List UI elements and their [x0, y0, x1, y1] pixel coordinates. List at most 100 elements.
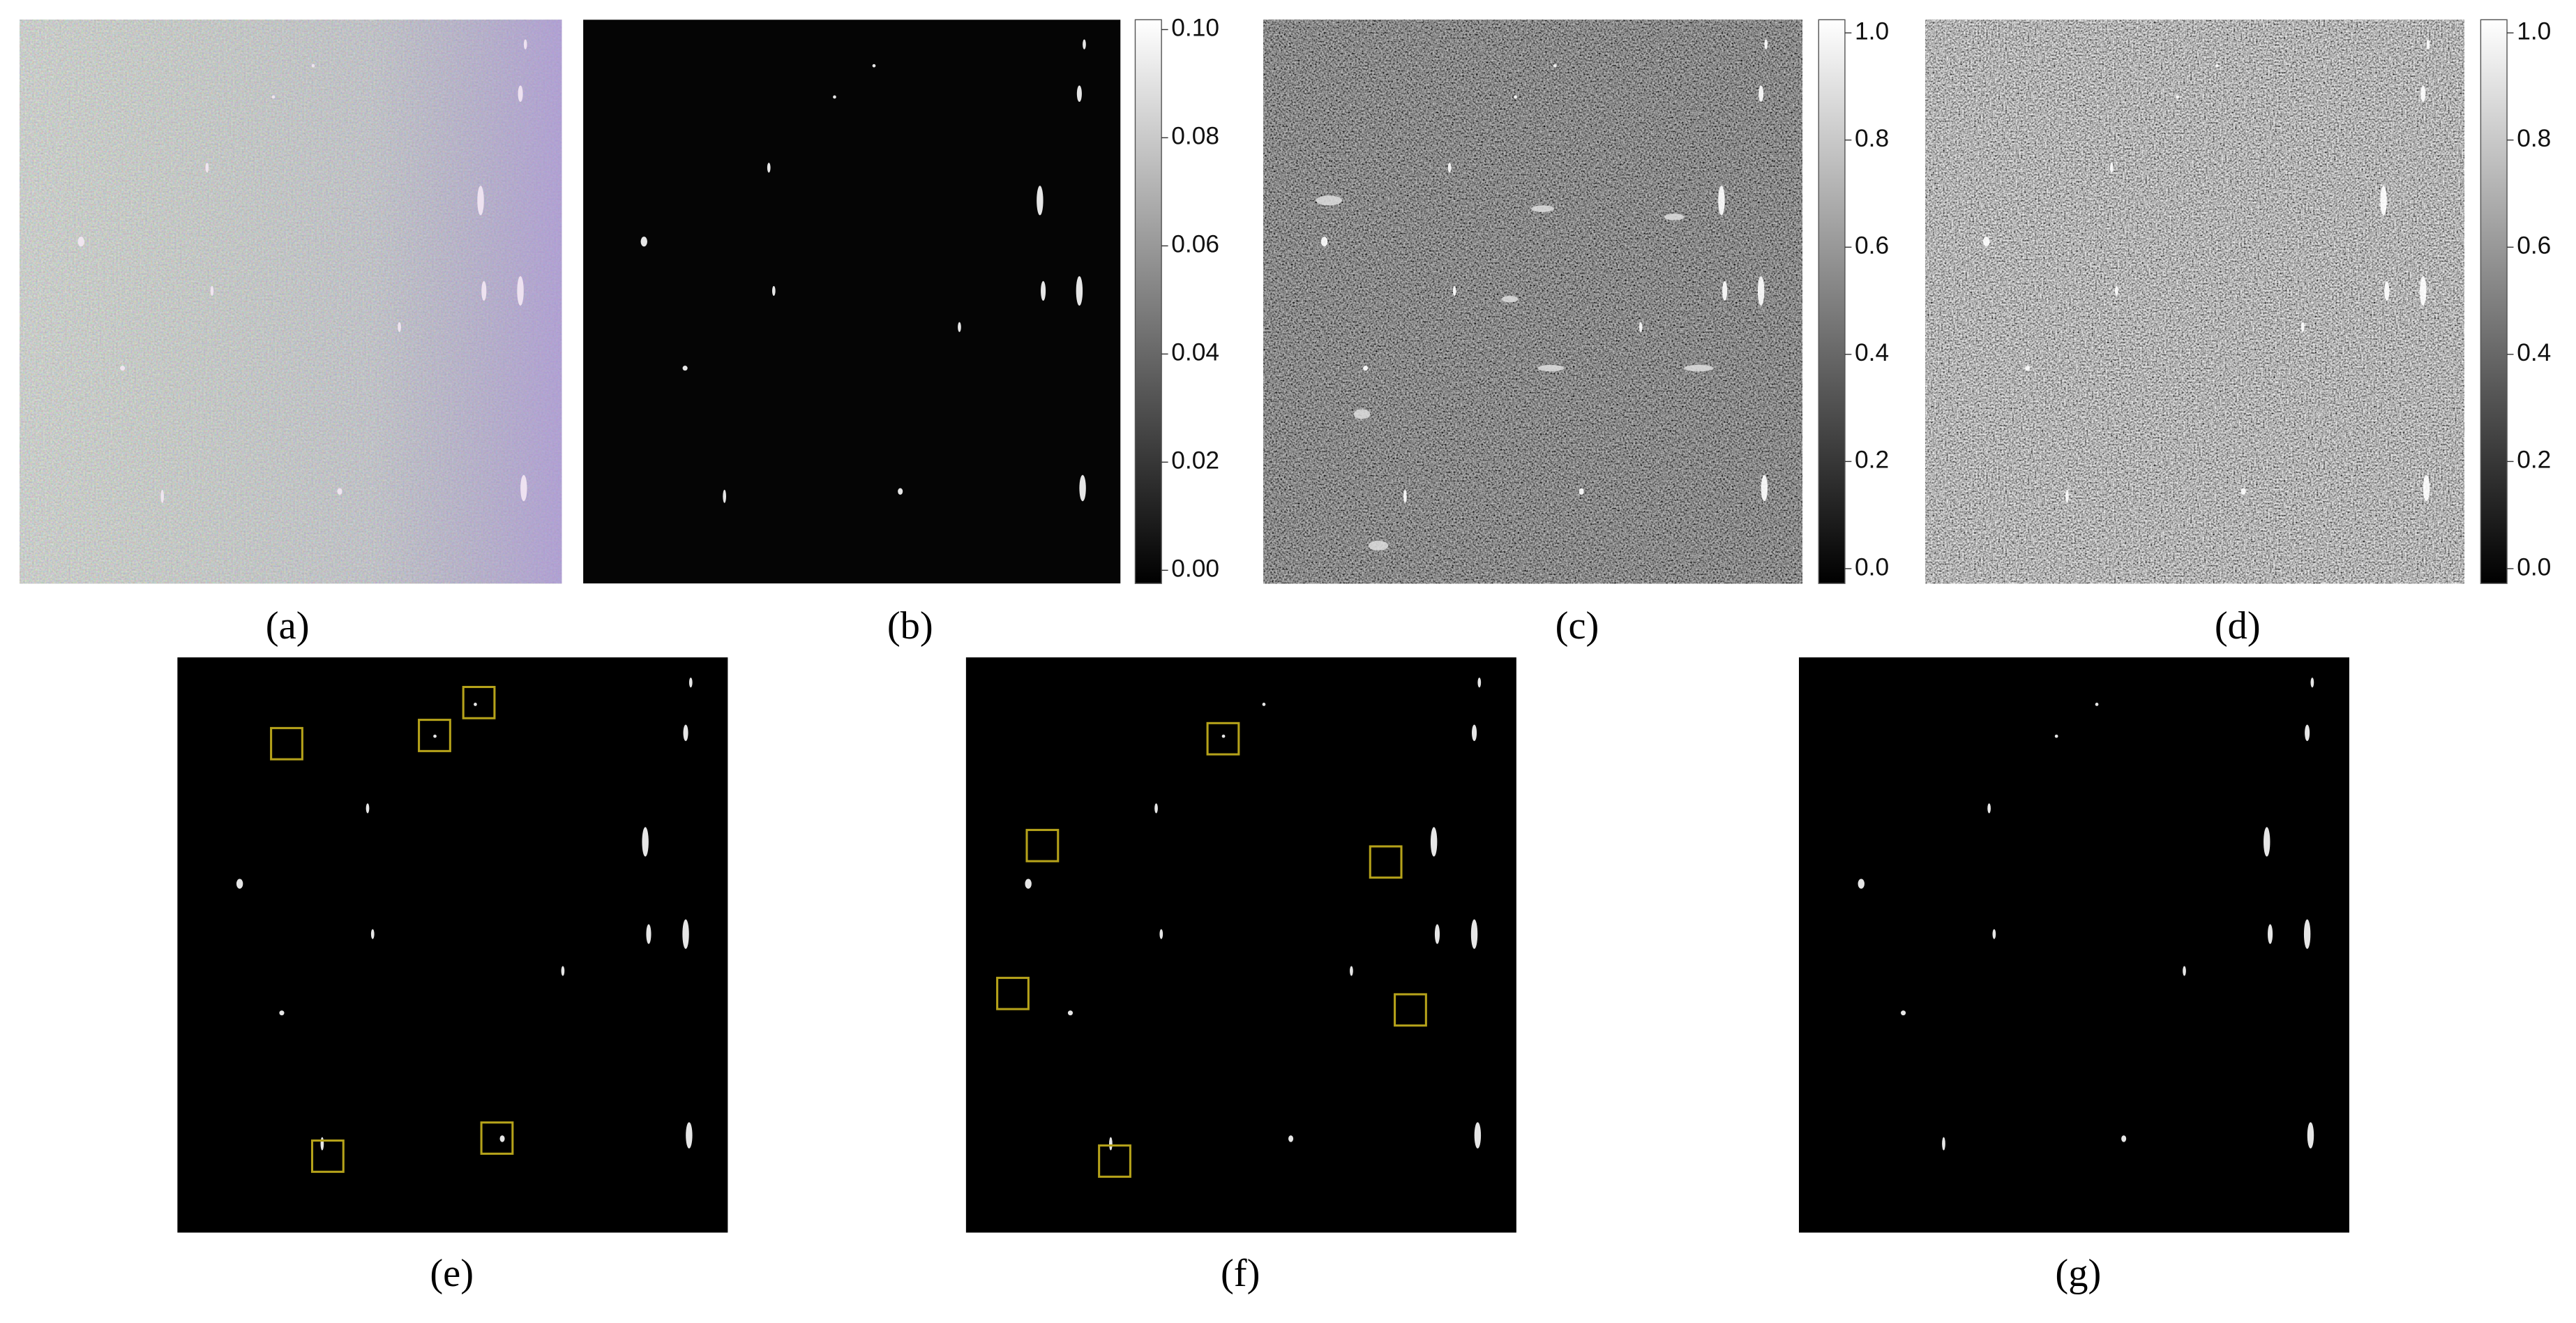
- target: [646, 924, 651, 944]
- target: [958, 322, 961, 332]
- target: [1901, 1010, 1906, 1016]
- target: [523, 39, 527, 50]
- target: [366, 803, 370, 814]
- target: [160, 489, 165, 503]
- panel-label: (g): [2055, 1252, 2101, 1295]
- box: [996, 976, 1030, 1010]
- target: [1037, 186, 1044, 216]
- detection-boxes: [270, 685, 1427, 1178]
- target: [1363, 366, 1369, 371]
- image-f: [965, 657, 1516, 1233]
- target: [120, 366, 126, 371]
- image-b: [583, 20, 1121, 584]
- target: [1758, 85, 1764, 103]
- target: [1639, 322, 1643, 332]
- colorbar-tick-label: 0.0: [1855, 553, 1889, 581]
- target: [1983, 237, 1990, 247]
- colorbar-tick-label: 0.4: [2517, 339, 2551, 366]
- target: [2054, 734, 2058, 738]
- target: [682, 366, 688, 371]
- target: [320, 1137, 324, 1151]
- target: [2215, 63, 2219, 68]
- target: [2121, 1135, 2127, 1142]
- target: [517, 276, 524, 306]
- target: [1076, 276, 1083, 306]
- colorbar-tick-label: 0.0: [2517, 553, 2551, 581]
- colorbar-tick-label: 0.08: [1171, 123, 1219, 150]
- target: [1316, 195, 1343, 206]
- panel-label: (b): [887, 604, 933, 648]
- target: [279, 1010, 285, 1016]
- target: [683, 724, 688, 742]
- target: [2305, 724, 2310, 742]
- target: [2240, 488, 2246, 495]
- colorbar-b: [1134, 19, 1162, 584]
- image-a-tint: [20, 20, 562, 584]
- image-c: [1263, 20, 1802, 584]
- target: [2176, 95, 2180, 99]
- target: [682, 919, 689, 949]
- target: [1579, 488, 1584, 495]
- box: [1025, 828, 1060, 862]
- target: [2183, 966, 2186, 976]
- colorbar-tick-label: 0.6: [1855, 232, 1889, 260]
- target: [1474, 1122, 1482, 1149]
- target: [1430, 827, 1438, 857]
- target: [1470, 919, 1478, 949]
- colorbar-tick-label: 0.4: [1855, 339, 1889, 366]
- colorbar-c: [1818, 19, 1846, 584]
- colorbar-tick-label: 0.10: [1171, 15, 1219, 42]
- target: [1553, 63, 1557, 68]
- target: [1154, 803, 1158, 814]
- image-g: [1798, 657, 2349, 1233]
- target: [1684, 364, 1714, 372]
- target: [723, 489, 727, 503]
- box: [418, 719, 451, 752]
- target: [433, 734, 437, 738]
- colorbar-tick-label: 0.6: [2517, 232, 2551, 260]
- target: [898, 488, 903, 495]
- target: [2423, 474, 2430, 502]
- panel-label: (c): [1556, 604, 1599, 648]
- box: [462, 685, 496, 719]
- target: [686, 1122, 693, 1149]
- target: [1368, 540, 1389, 551]
- target: [1722, 281, 1728, 301]
- target: [833, 95, 836, 99]
- target: [1353, 409, 1371, 419]
- target: [2109, 163, 2114, 173]
- target: [210, 285, 214, 296]
- target: [1761, 474, 1768, 502]
- target: [1350, 966, 1353, 976]
- target: [1221, 734, 1226, 738]
- target: [561, 966, 565, 976]
- target: [1942, 1137, 1945, 1151]
- box: [1369, 845, 1403, 879]
- target: [1537, 364, 1565, 372]
- box: [1206, 722, 1240, 756]
- target: [2065, 489, 2069, 503]
- colorbar-tick-label: 0.06: [1171, 231, 1219, 258]
- target: [1472, 724, 1477, 742]
- target: [2268, 924, 2273, 944]
- box: [270, 726, 303, 761]
- target: [771, 285, 776, 296]
- colorbar-tick-label: 0.02: [1171, 447, 1219, 474]
- panel-label: (d): [2215, 604, 2261, 648]
- target: [1067, 1010, 1074, 1016]
- colorbar-tick-label: 0.04: [1171, 339, 1219, 366]
- target: [1764, 39, 1768, 50]
- box: [1098, 1144, 1131, 1178]
- target: [1718, 186, 1725, 216]
- target: [477, 186, 484, 216]
- target: [1531, 205, 1555, 212]
- target: [370, 929, 375, 939]
- box: [310, 1139, 345, 1173]
- target: [2420, 276, 2427, 306]
- panel-label: (a): [266, 604, 310, 648]
- target: [2264, 827, 2270, 857]
- target: [518, 85, 523, 103]
- target: [205, 163, 209, 173]
- target: [1109, 1137, 1113, 1151]
